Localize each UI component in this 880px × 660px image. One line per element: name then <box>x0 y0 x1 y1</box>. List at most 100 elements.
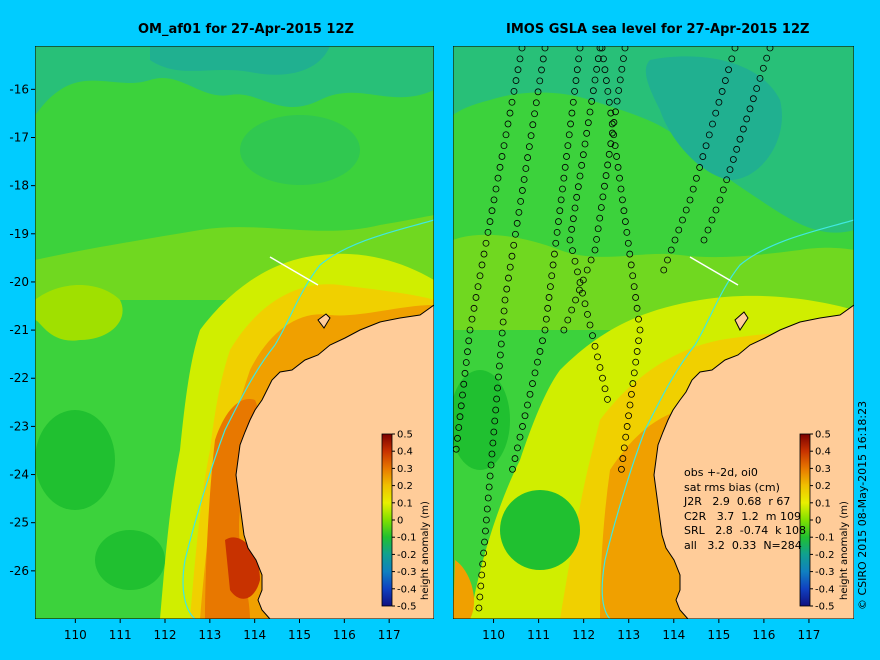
colorbar-tick-label: 0.3 <box>397 464 413 475</box>
left-chart-title: OM_af01 for 27-Apr-2015 12Z <box>138 22 354 37</box>
altimetry-observation <box>712 206 720 214</box>
altimetry-observation <box>583 266 591 274</box>
altimetry-observation <box>472 294 480 301</box>
altimetry-observation <box>565 131 573 139</box>
left-colorbar-label: height anomaly (m) <box>420 501 431 600</box>
x-tick-label: 110 <box>64 628 87 642</box>
altimetry-observation <box>739 125 747 133</box>
altimetry-observation <box>508 252 516 260</box>
altimetry-observation <box>594 55 602 63</box>
altimetry-observation <box>477 582 485 590</box>
altimetry-observation <box>591 342 599 350</box>
altimetry-observation <box>534 88 542 96</box>
altimetry-observation <box>753 85 761 92</box>
altimetry-observation <box>497 340 505 348</box>
altimetry-observation <box>709 120 716 128</box>
altimetry-observation <box>718 88 726 95</box>
altimetry-observation <box>465 337 473 345</box>
altimetry-observation <box>721 77 729 84</box>
left-colorbar: 0.5 0.4 0.3 0.2 0.1 0 -0.1 -0.2 -0.3 -0.4 -0.5 hei… <box>381 430 431 613</box>
altimetry-observation <box>576 286 583 294</box>
altimetry-observation <box>623 423 631 430</box>
altimetry-observation <box>493 395 501 403</box>
altimetry-observation <box>495 373 502 381</box>
credit-text: © CSIRO 2015 08-May-2015 16:18:23 <box>856 400 869 610</box>
stats-line: C2R 3.7 1.2 m 109 <box>684 509 801 523</box>
altimetry-observation <box>564 142 572 150</box>
altimetry-observation <box>541 46 549 52</box>
altimetry-observation <box>596 46 604 52</box>
altimetry-observation <box>633 348 641 355</box>
altimetry-observation <box>482 239 490 247</box>
altimetry-observation <box>542 315 550 323</box>
altimetry-observation <box>628 390 635 398</box>
altimetry-observation <box>475 604 483 612</box>
altimetry-observation <box>559 185 566 193</box>
altimetry-observation <box>625 412 632 420</box>
colorbar-tick-label: -0.5 <box>815 602 835 613</box>
altimetry-observation <box>621 218 629 225</box>
altimetry-observation <box>586 321 594 329</box>
altimetry-observation <box>700 236 708 244</box>
y-tick-label: -20 <box>9 275 29 289</box>
x-tick-label: 114 <box>243 628 266 642</box>
colorbar-tick-label: -0.3 <box>815 567 835 578</box>
altimetry-observation <box>479 560 487 568</box>
altimetry-observation <box>736 135 744 143</box>
altimetry-observation <box>605 98 613 106</box>
altimetry-observation <box>532 99 540 107</box>
altimetry-observation <box>482 527 489 535</box>
altimetry-observation <box>572 296 579 304</box>
altimetry-observation <box>518 187 526 194</box>
altimetry-observation <box>601 66 609 74</box>
altimetry-observation <box>516 55 524 63</box>
colorbar-tick-label: 0.5 <box>815 430 831 441</box>
altimetry-observation <box>584 119 592 127</box>
altimetry-observation <box>574 183 582 191</box>
altimetry-observation <box>500 307 508 315</box>
altimetry-observation <box>696 164 704 171</box>
altimetry-observation <box>524 401 531 409</box>
altimetry-observation <box>552 239 560 247</box>
altimetry-observation <box>512 230 519 238</box>
colorbar-tick-label: 0.1 <box>815 498 831 509</box>
altimetry-observation <box>589 332 596 340</box>
altimetry-observation <box>496 362 503 370</box>
altimetry-observation <box>518 46 526 52</box>
altimetry-observation <box>536 348 544 355</box>
altimetry-observation <box>500 142 508 150</box>
altimetry-observation <box>513 219 521 227</box>
altimetry-observation <box>519 423 526 430</box>
altimetry-observation <box>611 142 619 150</box>
x-tick-label: 113 <box>198 628 221 642</box>
altimetry-observation <box>568 306 576 314</box>
altimetry-observation <box>568 225 576 233</box>
altimetry-observation <box>624 239 632 247</box>
altimetry-observation <box>456 413 464 421</box>
altimetry-observation <box>499 318 507 326</box>
altimetry-observation <box>708 216 716 224</box>
colorbar-tick-label: 0.1 <box>397 498 413 509</box>
altimetry-observation <box>729 156 737 163</box>
altimetry-observation <box>478 261 486 269</box>
altimetry-observation <box>618 65 626 73</box>
x-tick-label: 115 <box>288 628 311 642</box>
altimetry-observation <box>470 304 478 312</box>
altimetry-observation <box>511 455 519 462</box>
altimetry-observation <box>596 214 604 222</box>
altimetry-observation <box>481 538 488 546</box>
y-tick-label: -21 <box>9 323 29 337</box>
altimetry-observation <box>455 424 463 431</box>
altimetry-observation <box>604 161 612 169</box>
altimetry-observation <box>496 163 504 171</box>
altimetry-observation <box>503 285 511 293</box>
altimetry-observation <box>505 274 512 282</box>
altimetry-observation <box>635 315 642 323</box>
altimetry-observation <box>564 316 572 324</box>
altimetry-observation <box>571 257 579 265</box>
altimetry-observation <box>586 108 594 116</box>
altimetry-observation <box>514 66 522 74</box>
right-chart-title: IMOS GSLA sea level for 27-Apr-2015 12Z <box>506 22 810 37</box>
y-tick-label: -25 <box>9 516 29 530</box>
altimetry-observation <box>555 218 562 225</box>
